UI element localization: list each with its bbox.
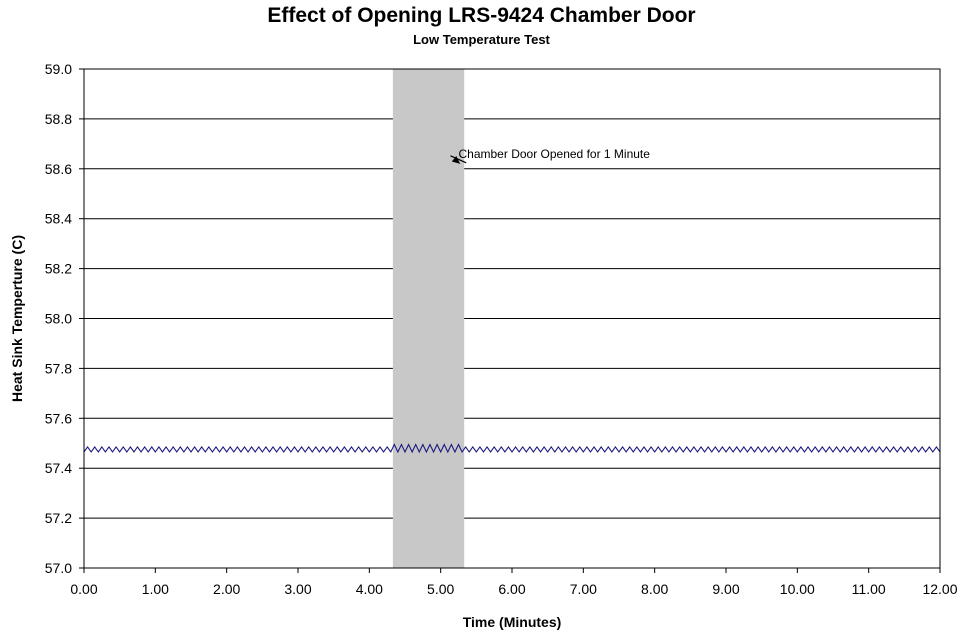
annotation: Chamber Door Opened for 1 Minute bbox=[450, 147, 651, 164]
chart-subtitle: Low Temperature Test bbox=[413, 32, 550, 47]
y-tick-label: 58.2 bbox=[45, 261, 72, 277]
y-tick-label: 59.0 bbox=[45, 61, 72, 77]
x-tick-label: 9.00 bbox=[712, 581, 739, 597]
series-layer bbox=[83, 443, 941, 454]
y-tick-label: 58.4 bbox=[45, 211, 72, 227]
annotation-label: Chamber Door Opened for 1 Minute bbox=[459, 147, 651, 161]
x-tick-label: 12.00 bbox=[922, 581, 957, 597]
y-tick-label: 58.8 bbox=[45, 111, 72, 127]
x-tick-label: 0.00 bbox=[70, 581, 97, 597]
x-tick-label: 8.00 bbox=[641, 581, 668, 597]
gridlines bbox=[84, 68, 940, 569]
x-axis-title: Time (Minutes) bbox=[463, 614, 562, 630]
door-open-region bbox=[392, 69, 465, 568]
x-tick-label: 2.00 bbox=[213, 581, 240, 597]
x-tick-label: 4.00 bbox=[356, 581, 383, 597]
y-tick-label: 57.8 bbox=[45, 360, 72, 376]
y-tick-label: 57.0 bbox=[45, 560, 72, 576]
y-tick-label: 58.6 bbox=[45, 161, 72, 177]
chart-title: Effect of Opening LRS-9424 Chamber Door bbox=[267, 4, 696, 27]
y-tick-label: 57.2 bbox=[45, 510, 72, 526]
y-tick-label: 58.0 bbox=[45, 311, 72, 327]
x-tick-label: 3.00 bbox=[284, 581, 311, 597]
x-tick-label: 1.00 bbox=[142, 581, 169, 597]
x-tick-label: 6.00 bbox=[498, 581, 525, 597]
x-tick-label: 10.00 bbox=[780, 581, 815, 597]
y-axis: 57.0 57.2 57.4 57.6 57.8 58.0 58.2 58.4 58.6 58.8… bbox=[45, 61, 84, 576]
y-tick-label: 57.4 bbox=[45, 460, 72, 476]
series-line bbox=[83, 443, 941, 454]
x-tick-label: 11.00 bbox=[852, 581, 886, 597]
annotation-arrow bbox=[450, 155, 467, 164]
annotation-arrowhead bbox=[451, 156, 461, 164]
x-tick-label: 5.00 bbox=[427, 581, 454, 597]
y-axis-title: Heat Sink Temperture (C) bbox=[9, 235, 25, 402]
x-tick-label: 7.00 bbox=[570, 581, 597, 597]
x-axis: 0.00 1.00 2.00 3.00 4.00 5.00 6.00 7.00 8.00 9.00… bbox=[70, 568, 958, 597]
y-tick-label: 57.6 bbox=[45, 410, 72, 426]
